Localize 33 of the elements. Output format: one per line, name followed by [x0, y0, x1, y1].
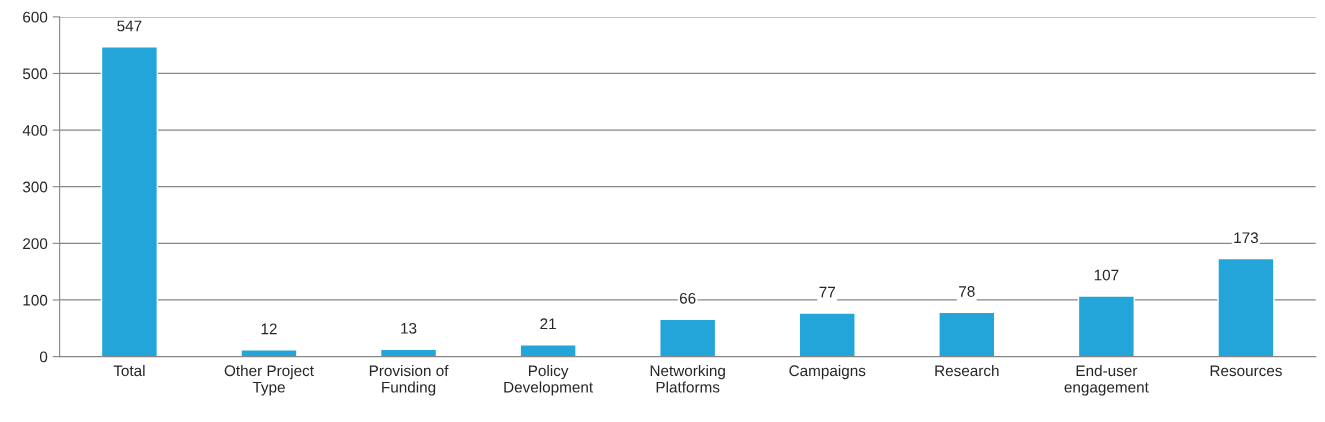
x-tick-label: Policy Development — [504, 364, 594, 396]
bar — [938, 311, 996, 357]
y-tick-label: 400 — [22, 124, 48, 136]
y-tick-label: 0 — [39, 351, 48, 363]
x-tick-label: End-user engagement — [1064, 364, 1149, 396]
bar — [519, 344, 577, 357]
x-tick-label: Campaigns — [789, 364, 866, 380]
data-label: 78 — [959, 286, 975, 297]
data-label: 547 — [117, 20, 142, 32]
data-label: 173 — [1234, 232, 1259, 244]
data-label: 13 — [401, 322, 417, 334]
x-tick-label: Resources — [1210, 365, 1282, 377]
y-tick-label: 300 — [22, 181, 48, 193]
x-tick-label: Networking Platforms — [650, 364, 725, 393]
data-label: 77 — [819, 286, 835, 298]
bar — [1077, 295, 1135, 357]
x-tick-label: Provision of Funding — [369, 364, 449, 396]
bar — [240, 349, 298, 357]
y-tick-label: 100 — [23, 294, 48, 306]
bar — [1217, 257, 1275, 357]
data-label: 66 — [679, 292, 696, 304]
y-tick-label: 200 — [23, 238, 48, 250]
bar — [659, 318, 717, 357]
data-label: 107 — [1094, 269, 1119, 281]
data-label: 21 — [540, 318, 556, 330]
y-tick-label: 600 — [23, 11, 48, 23]
data-label: 12 — [261, 323, 277, 335]
x-tick-label: Research — [935, 364, 999, 377]
bar — [798, 312, 856, 357]
x-tick-label: Other Project Type — [224, 364, 314, 396]
y-tick-label: 500 — [22, 68, 48, 80]
x-tick-label: Total — [113, 364, 145, 377]
bar — [100, 46, 159, 357]
